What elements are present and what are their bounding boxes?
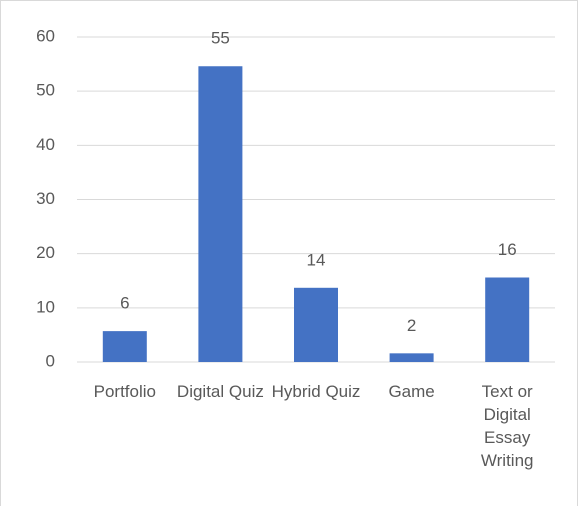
data-label: 6 xyxy=(120,294,129,313)
bar xyxy=(389,353,434,362)
data-label: 14 xyxy=(307,250,326,269)
x-tick-label: Hybrid Quiz xyxy=(271,382,361,401)
data-label: 16 xyxy=(498,240,517,259)
bar xyxy=(294,287,338,362)
x-tick-label: Text or Digital Essay Writing xyxy=(480,382,534,470)
y-tick-label: 60 xyxy=(36,26,55,45)
data-label: 55 xyxy=(211,29,230,48)
x-tick-label: Digital Quiz xyxy=(176,382,264,401)
x-tick-label: Game xyxy=(388,382,435,401)
data-label: 2 xyxy=(407,316,416,335)
x-tick-label: Portfolio xyxy=(93,382,156,401)
y-tick-label: 40 xyxy=(36,135,55,154)
bar xyxy=(485,277,530,362)
bar xyxy=(102,331,147,362)
y-tick-label: 30 xyxy=(36,189,55,208)
y-tick-label: 0 xyxy=(46,351,55,370)
y-tick-label: 50 xyxy=(36,81,55,100)
bar xyxy=(198,66,243,362)
y-tick-label: 20 xyxy=(36,243,55,262)
y-tick-label: 10 xyxy=(36,297,55,316)
